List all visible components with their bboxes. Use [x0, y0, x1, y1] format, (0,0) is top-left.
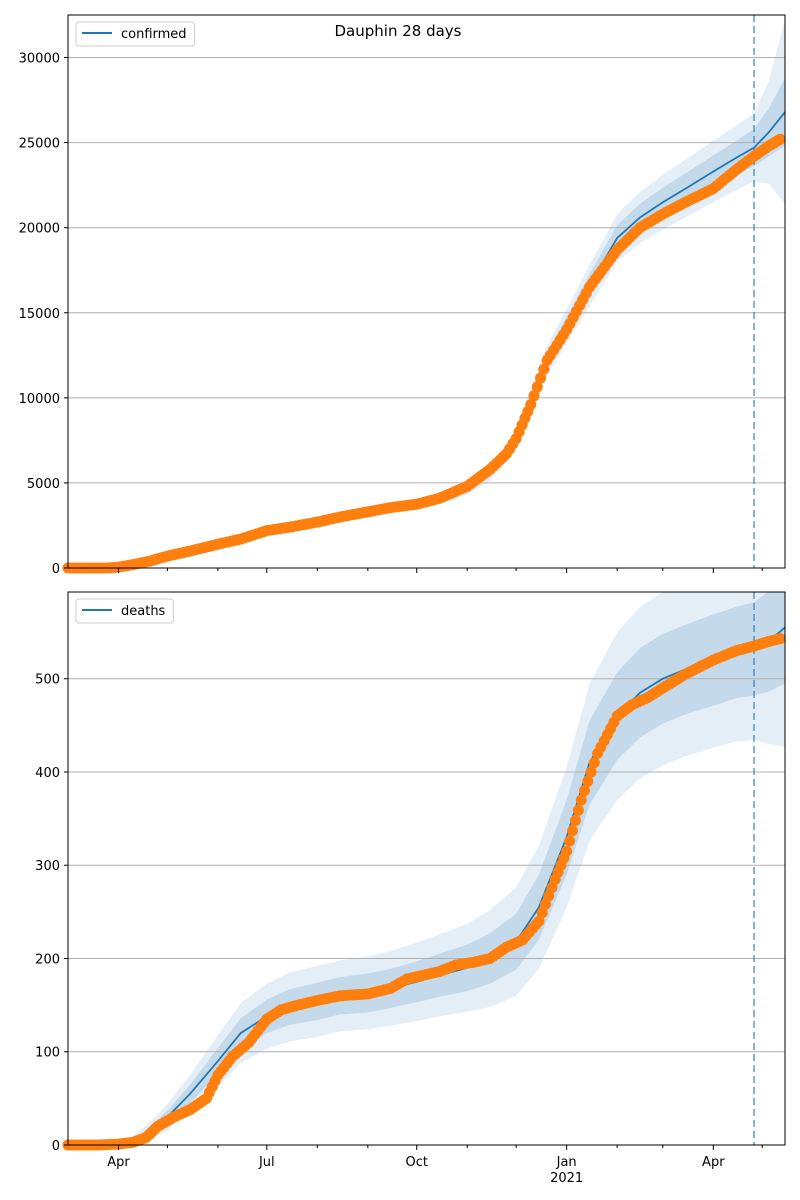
deaths-observed-point — [572, 804, 584, 816]
confirmed-observed-point — [531, 381, 543, 393]
deaths-observed-point — [533, 915, 545, 927]
confirmed-ytick-label: 5000 — [27, 477, 60, 492]
deaths-ytick-label: 200 — [35, 952, 60, 967]
deaths-observed-point — [564, 835, 576, 847]
deaths-observed-point — [774, 633, 786, 645]
deaths-observed-point — [582, 775, 594, 787]
confirmed-observed-point — [525, 399, 537, 411]
deaths-observed-point — [575, 794, 587, 806]
deaths-observed-point — [543, 890, 555, 902]
confirmed-legend-label: confirmed — [121, 27, 187, 42]
confirmed-ytick-label: 30000 — [19, 52, 60, 67]
xtick-label: Apr — [107, 1155, 130, 1170]
deaths-ytick-label: 400 — [35, 766, 60, 781]
confirmed-observed-point — [538, 363, 550, 375]
confirmed-ytick-label: 0 — [52, 562, 60, 577]
deaths-observed-point — [588, 757, 600, 769]
deaths-ytick-label: 100 — [35, 1046, 60, 1061]
deaths-outer-band — [68, 592, 785, 1145]
xtick-label: Jul — [258, 1155, 275, 1170]
confirmed-legend: confirmed — [75, 21, 196, 47]
confirmed-outer-band — [68, 20, 785, 568]
confirmed-ytick-label: 20000 — [19, 222, 60, 237]
deaths-ytick-label: 500 — [35, 673, 60, 688]
deaths-observed-point — [536, 907, 548, 919]
confirmed-observed-point — [528, 390, 540, 402]
deaths-observed-point — [539, 898, 551, 910]
deaths-inner-band — [68, 592, 785, 1145]
confirmed-ytick-label: 15000 — [19, 307, 60, 322]
deaths-ytick-label: 300 — [35, 859, 60, 874]
confirmed-chart: 0 5000 10000 15000 20000 25000 30000 confirmed — [19, 14, 786, 577]
deaths-observed-point — [546, 882, 558, 894]
deaths-ytick-label: 0 — [52, 1139, 60, 1154]
deaths-observed-point — [569, 814, 581, 826]
deaths-observed-point — [585, 766, 597, 778]
xtick-label: Apr — [702, 1155, 725, 1170]
deaths-legend-label: deaths — [121, 604, 166, 619]
confirmed-ytick-label: 10000 — [19, 392, 60, 407]
deaths-observed-point — [567, 825, 579, 837]
confirmed-observed-point — [774, 133, 786, 145]
confirmed-observed-point — [535, 372, 547, 384]
confirmed-ytick-label: 25000 — [19, 137, 60, 152]
deaths-legend: deaths — [75, 598, 174, 624]
xtick-year-label: 2021 — [550, 1171, 583, 1186]
xtick-label: Jan — [556, 1155, 577, 1170]
deaths-plot-frame — [67, 591, 786, 1146]
confirmed-inner-band — [68, 78, 785, 568]
xtick-label: Oct — [405, 1155, 427, 1170]
deaths-observed-point — [579, 785, 591, 797]
figure-title: Dauphin 28 days — [335, 22, 462, 40]
confirmed-plot-frame — [67, 14, 786, 569]
deaths-observed-point — [561, 845, 573, 857]
